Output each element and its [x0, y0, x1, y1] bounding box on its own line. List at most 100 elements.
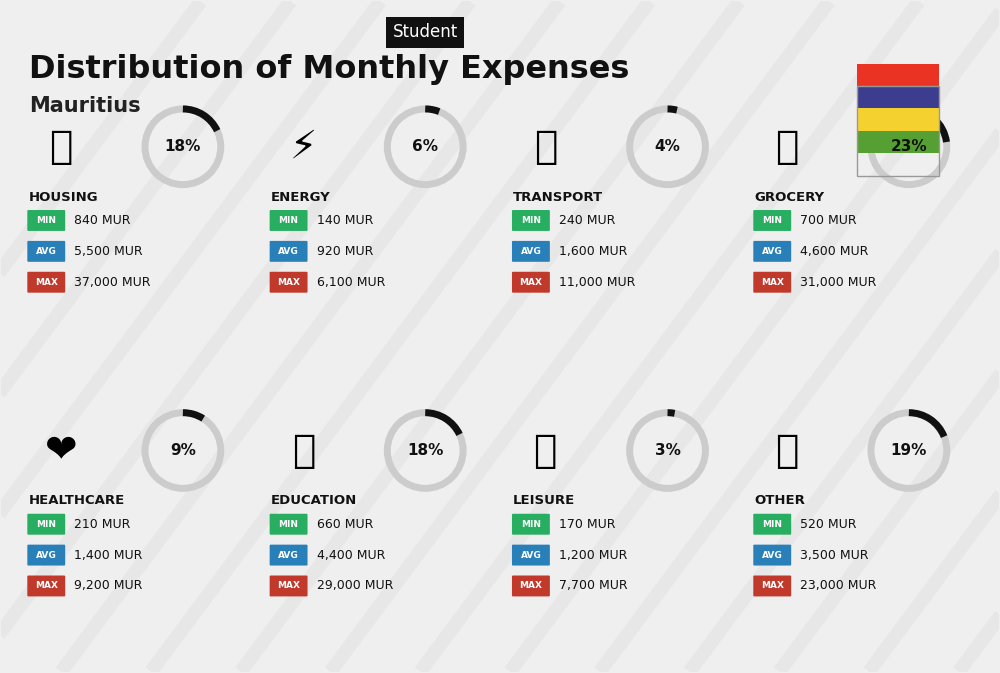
Text: 840 MUR: 840 MUR [74, 214, 131, 227]
Text: 💰: 💰 [776, 431, 799, 470]
Text: 🎓: 🎓 [292, 431, 315, 470]
Text: AVG: AVG [36, 247, 57, 256]
Text: MIN: MIN [36, 520, 56, 529]
Text: MAX: MAX [277, 278, 300, 287]
Text: 170 MUR: 170 MUR [559, 518, 615, 531]
Text: MIN: MIN [762, 520, 782, 529]
Text: AVG: AVG [521, 551, 541, 559]
Text: AVG: AVG [762, 247, 783, 256]
FancyBboxPatch shape [512, 544, 550, 565]
FancyBboxPatch shape [753, 575, 791, 596]
Text: TRANSPORT: TRANSPORT [513, 190, 603, 204]
FancyBboxPatch shape [27, 575, 65, 596]
Text: MIN: MIN [762, 216, 782, 225]
Text: MAX: MAX [35, 581, 58, 590]
FancyBboxPatch shape [512, 241, 550, 262]
Text: 🛒: 🛒 [776, 128, 799, 166]
Text: MAX: MAX [277, 581, 300, 590]
FancyBboxPatch shape [753, 544, 791, 565]
Text: 4,400 MUR: 4,400 MUR [317, 548, 385, 561]
Text: GROCERY: GROCERY [754, 190, 824, 204]
Text: 9%: 9% [170, 443, 196, 458]
Text: MIN: MIN [36, 216, 56, 225]
FancyBboxPatch shape [270, 241, 308, 262]
Text: 1,200 MUR: 1,200 MUR [559, 548, 627, 561]
Text: MAX: MAX [519, 278, 542, 287]
FancyBboxPatch shape [857, 108, 939, 131]
FancyBboxPatch shape [27, 272, 65, 293]
Text: HOUSING: HOUSING [28, 190, 98, 204]
Text: 6,100 MUR: 6,100 MUR [317, 276, 385, 289]
FancyBboxPatch shape [270, 210, 308, 231]
Text: 5,500 MUR: 5,500 MUR [74, 245, 143, 258]
Text: 4%: 4% [655, 139, 680, 154]
Text: 37,000 MUR: 37,000 MUR [74, 276, 151, 289]
Text: MIN: MIN [279, 520, 299, 529]
Text: 23,000 MUR: 23,000 MUR [800, 579, 877, 592]
Text: ❤️: ❤️ [45, 431, 78, 470]
Text: 1,400 MUR: 1,400 MUR [74, 548, 143, 561]
Text: AVG: AVG [762, 551, 783, 559]
FancyBboxPatch shape [270, 575, 308, 596]
Text: AVG: AVG [521, 247, 541, 256]
Text: AVG: AVG [278, 551, 299, 559]
FancyBboxPatch shape [270, 272, 308, 293]
Text: MIN: MIN [521, 520, 541, 529]
Text: 700 MUR: 700 MUR [800, 214, 857, 227]
Text: 11,000 MUR: 11,000 MUR [559, 276, 635, 289]
Text: MIN: MIN [279, 216, 299, 225]
Text: LEISURE: LEISURE [513, 495, 575, 507]
Text: MAX: MAX [761, 581, 784, 590]
Text: 660 MUR: 660 MUR [317, 518, 373, 531]
Text: Mauritius: Mauritius [29, 96, 141, 116]
Text: AVG: AVG [36, 551, 57, 559]
FancyBboxPatch shape [270, 513, 308, 534]
Text: 1,600 MUR: 1,600 MUR [559, 245, 627, 258]
FancyBboxPatch shape [753, 241, 791, 262]
Text: MAX: MAX [519, 581, 542, 590]
FancyBboxPatch shape [857, 86, 939, 108]
FancyBboxPatch shape [512, 513, 550, 534]
Text: ⚡: ⚡ [290, 128, 317, 166]
Text: 🚌: 🚌 [534, 128, 558, 166]
Text: 3%: 3% [655, 443, 680, 458]
Text: 19%: 19% [891, 443, 927, 458]
FancyBboxPatch shape [512, 575, 550, 596]
FancyBboxPatch shape [27, 513, 65, 534]
FancyBboxPatch shape [857, 64, 939, 86]
Text: 🏢: 🏢 [50, 128, 73, 166]
Text: 920 MUR: 920 MUR [317, 245, 373, 258]
Text: 210 MUR: 210 MUR [74, 518, 131, 531]
Text: OTHER: OTHER [754, 495, 805, 507]
Text: 140 MUR: 140 MUR [317, 214, 373, 227]
FancyBboxPatch shape [753, 272, 791, 293]
FancyBboxPatch shape [753, 513, 791, 534]
FancyBboxPatch shape [512, 272, 550, 293]
FancyBboxPatch shape [27, 241, 65, 262]
Text: 6%: 6% [412, 139, 438, 154]
Text: 31,000 MUR: 31,000 MUR [800, 276, 877, 289]
Text: 18%: 18% [407, 443, 443, 458]
Text: 3,500 MUR: 3,500 MUR [800, 548, 869, 561]
Text: ENERGY: ENERGY [271, 190, 330, 204]
Text: Distribution of Monthly Expenses: Distribution of Monthly Expenses [29, 54, 630, 85]
Text: 4,600 MUR: 4,600 MUR [800, 245, 869, 258]
Text: 23%: 23% [891, 139, 927, 154]
Text: 18%: 18% [165, 139, 201, 154]
Text: 240 MUR: 240 MUR [559, 214, 615, 227]
FancyBboxPatch shape [27, 210, 65, 231]
Text: 9,200 MUR: 9,200 MUR [74, 579, 143, 592]
Text: 7,700 MUR: 7,700 MUR [559, 579, 627, 592]
Text: 🛍️: 🛍️ [534, 431, 558, 470]
Text: 520 MUR: 520 MUR [800, 518, 857, 531]
Text: EDUCATION: EDUCATION [271, 495, 357, 507]
FancyBboxPatch shape [512, 210, 550, 231]
Text: MIN: MIN [521, 216, 541, 225]
FancyBboxPatch shape [753, 210, 791, 231]
Text: HEALTHCARE: HEALTHCARE [28, 495, 125, 507]
FancyBboxPatch shape [857, 131, 939, 153]
Text: Student: Student [393, 24, 458, 41]
Text: AVG: AVG [278, 247, 299, 256]
Text: 29,000 MUR: 29,000 MUR [317, 579, 393, 592]
Text: MAX: MAX [761, 278, 784, 287]
